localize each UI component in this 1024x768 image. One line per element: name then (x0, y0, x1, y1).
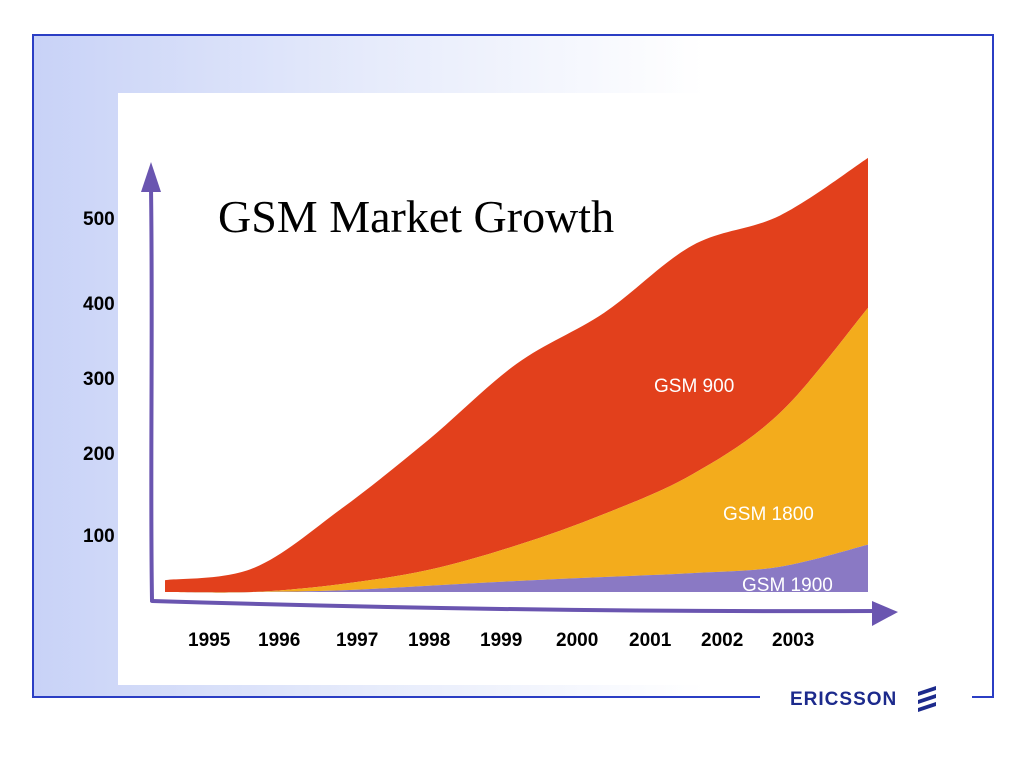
x-tick-labels: 1995 1996 1997 1998 1999 2000 2001 2002 2003 (188, 630, 814, 651)
x-tick-2000: 2000 (556, 630, 598, 651)
y-tick-500: 500 (83, 209, 115, 230)
x-axis-line (150, 599, 882, 614)
x-tick-1996: 1996 (258, 630, 300, 651)
frame-gap (760, 686, 972, 710)
y-tick-100: 100 (83, 526, 115, 547)
y-axis-line (149, 186, 154, 602)
brand-name: ERICSSON (790, 689, 897, 710)
series-label-gsm-900: GSM 900 (654, 376, 734, 397)
x-axis-arrow (872, 601, 898, 626)
y-axis-arrow (141, 162, 161, 192)
area-layer (165, 157, 868, 593)
x-tick-1997: 1997 (336, 630, 378, 651)
y-tick-labels: 100 200 300 400 500 (83, 209, 115, 547)
y-tick-300: 300 (83, 369, 115, 390)
ericsson-logo-icon (918, 686, 936, 712)
series-label-gsm-1900: GSM 1900 (742, 575, 833, 596)
brand: ERICSSON (790, 686, 936, 712)
area-gsm-900 (165, 157, 868, 593)
x-tick-1998: 1998 (408, 630, 450, 651)
chart-title: GSM Market Growth (218, 191, 614, 242)
area-gsm-1900 (165, 544, 868, 593)
area-gsm-1800 (165, 307, 868, 593)
series-labels: GSM 1900 GSM 1800 GSM 900 (654, 376, 833, 596)
series-label-gsm-1800: GSM 1800 (723, 504, 814, 525)
x-tick-2001: 2001 (629, 630, 672, 651)
axes (141, 162, 898, 626)
y-tick-400: 400 (83, 294, 115, 315)
x-tick-2003: 2003 (772, 630, 814, 651)
x-tick-1999: 1999 (480, 630, 522, 651)
y-tick-200: 200 (83, 444, 115, 465)
x-tick-2002: 2002 (701, 630, 743, 651)
x-tick-1995: 1995 (188, 630, 231, 651)
